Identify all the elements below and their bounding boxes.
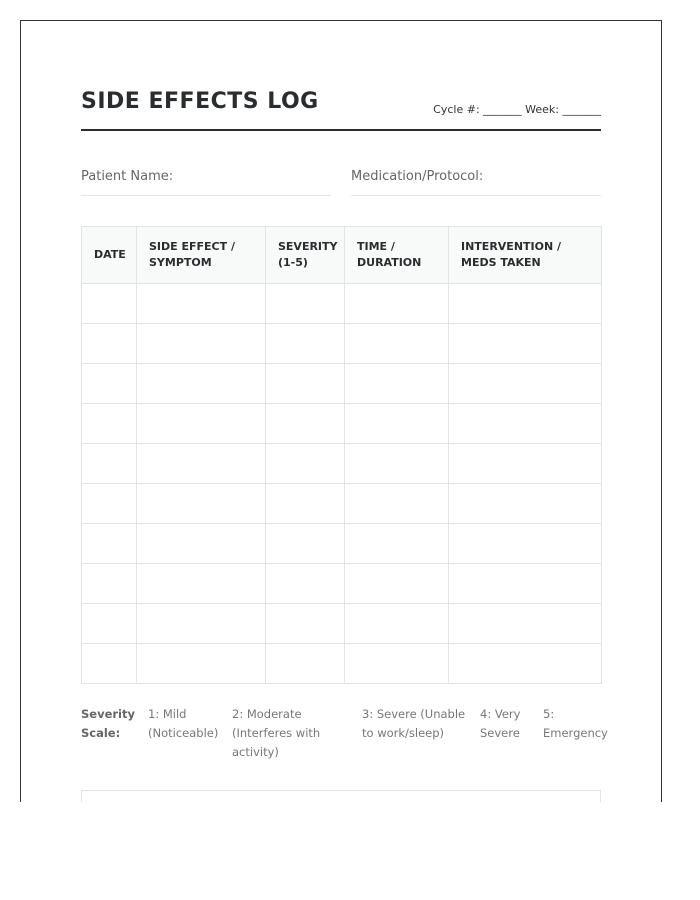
table-row xyxy=(81,283,602,324)
table-cell[interactable] xyxy=(81,483,137,524)
severity-level: 2: Moderate (Interferes with activity) xyxy=(232,707,321,759)
table-row xyxy=(81,443,602,484)
side-effects-table: DATE SIDE EFFECT / SYMPTOM SEVERITY (1-5) T… xyxy=(81,226,602,684)
table-cell[interactable] xyxy=(81,283,137,324)
table-cell[interactable] xyxy=(265,643,345,684)
table-cell[interactable] xyxy=(81,603,137,644)
table-cell[interactable] xyxy=(265,523,345,564)
table-cell[interactable] xyxy=(344,443,449,484)
column-header: INTERVENTION / MEDS TAKEN xyxy=(448,226,602,284)
table-cell[interactable] xyxy=(265,603,345,644)
table-cell[interactable] xyxy=(448,283,602,324)
table-cell[interactable] xyxy=(448,443,602,484)
table-cell[interactable] xyxy=(448,563,602,604)
table-row xyxy=(81,603,602,644)
table-cell[interactable] xyxy=(81,563,137,604)
table-cell[interactable] xyxy=(136,403,266,444)
table-cell[interactable] xyxy=(344,323,449,364)
table-cell[interactable] xyxy=(136,283,266,324)
table-cell[interactable] xyxy=(448,603,602,644)
table-cell[interactable] xyxy=(265,363,345,404)
notes-box[interactable] xyxy=(81,790,601,802)
table-row xyxy=(81,363,602,404)
document-page: SIDE EFFECTS LOG Cycle #: _______ Week: … xyxy=(20,20,662,802)
table-cell[interactable] xyxy=(81,403,137,444)
table-cell[interactable] xyxy=(136,563,266,604)
column-header: SIDE EFFECT / SYMPTOM xyxy=(136,226,266,284)
table-cell[interactable] xyxy=(344,603,449,644)
table-cell[interactable] xyxy=(448,323,602,364)
severity-scale-label: Severity Scale: xyxy=(81,707,135,740)
table-row xyxy=(81,403,602,444)
table-cell[interactable] xyxy=(265,483,345,524)
table-cell[interactable] xyxy=(136,523,266,564)
table-cell[interactable] xyxy=(344,363,449,404)
table-cell[interactable] xyxy=(265,443,345,484)
table-cell[interactable] xyxy=(81,443,137,484)
table-cell[interactable] xyxy=(448,523,602,564)
column-header: DATE xyxy=(81,226,137,284)
severity-level: 4: Very Severe xyxy=(480,707,521,740)
table-cell[interactable] xyxy=(265,563,345,604)
cycle-week-field[interactable]: Cycle #: _______ Week: _______ xyxy=(433,103,601,116)
column-header: TIME / DURATION xyxy=(344,226,449,284)
table-cell[interactable] xyxy=(136,603,266,644)
table-row xyxy=(81,323,602,364)
table-cell[interactable] xyxy=(81,523,137,564)
table-cell[interactable] xyxy=(344,483,449,524)
table-row xyxy=(81,483,602,524)
table-cell[interactable] xyxy=(265,283,345,324)
table-cell[interactable] xyxy=(344,283,449,324)
table-cell[interactable] xyxy=(136,483,266,524)
table-cell[interactable] xyxy=(136,443,266,484)
table-cell[interactable] xyxy=(265,323,345,364)
severity-level: 3: Severe (Unable to work/sleep) xyxy=(362,707,466,740)
patient-name-field[interactable]: Patient Name: xyxy=(81,169,331,196)
table-cell[interactable] xyxy=(136,363,266,404)
table-cell[interactable] xyxy=(448,643,602,684)
severity-level: 5: Emergency xyxy=(543,707,608,740)
table-cell[interactable] xyxy=(448,403,602,444)
table-cell[interactable] xyxy=(448,483,602,524)
table-row xyxy=(81,563,602,604)
table-cell[interactable] xyxy=(136,323,266,364)
table-cell[interactable] xyxy=(81,643,137,684)
column-header: SEVERITY (1-5) xyxy=(265,226,345,284)
table-row xyxy=(81,643,602,684)
medication-field[interactable]: Medication/Protocol: xyxy=(351,169,601,196)
severity-level: 1: Mild (Noticeable) xyxy=(148,707,219,740)
table-cell[interactable] xyxy=(448,363,602,404)
table-cell[interactable] xyxy=(81,363,137,404)
table-cell[interactable] xyxy=(344,403,449,444)
title-divider xyxy=(81,129,601,131)
table-cell[interactable] xyxy=(344,523,449,564)
table-cell[interactable] xyxy=(344,643,449,684)
table-cell[interactable] xyxy=(344,563,449,604)
table-cell[interactable] xyxy=(136,643,266,684)
table-row xyxy=(81,523,602,564)
page-title: SIDE EFFECTS LOG xyxy=(81,89,319,114)
table-cell[interactable] xyxy=(265,403,345,444)
table-cell[interactable] xyxy=(81,323,137,364)
